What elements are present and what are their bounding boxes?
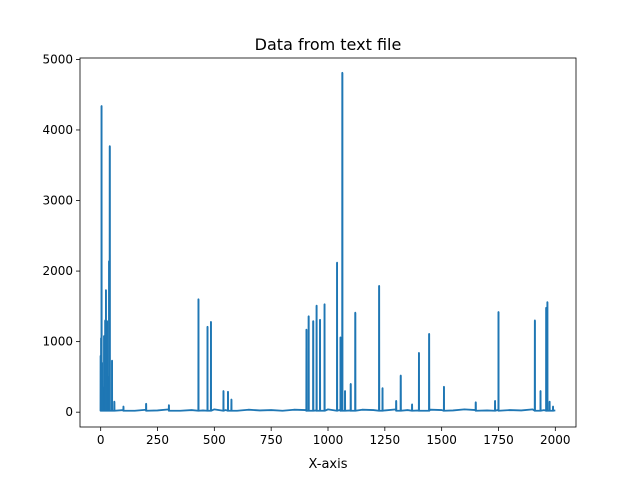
x-tick-label: 1750 xyxy=(483,433,514,447)
plot-area xyxy=(99,71,556,412)
y-axis: 0 1000 2000 3000 4000 5000 xyxy=(42,52,80,419)
y-tick-label: 2000 xyxy=(42,264,73,278)
x-tick-label: 1500 xyxy=(426,433,457,447)
x-tick-label: 2000 xyxy=(540,433,571,447)
x-axis: 0 250 500 750 1000 1250 1500 1750 2000 xyxy=(97,427,571,447)
x-tick-label: 500 xyxy=(203,433,226,447)
y-tick-label: 5000 xyxy=(42,52,73,66)
x-tick-label: 1250 xyxy=(370,433,401,447)
x-tick-label: 250 xyxy=(146,433,169,447)
x-axis-label: X-axis xyxy=(309,457,348,472)
x-tick-label: 1000 xyxy=(313,433,344,447)
y-tick-label: 0 xyxy=(65,405,73,419)
x-tick-label: 0 xyxy=(97,433,105,447)
y-tick-label: 1000 xyxy=(42,335,73,349)
x-tick-label: 750 xyxy=(260,433,283,447)
chart-title: Data from text file xyxy=(255,35,402,54)
y-tick-label: 3000 xyxy=(42,194,73,208)
y-tick-label: 4000 xyxy=(42,123,73,137)
